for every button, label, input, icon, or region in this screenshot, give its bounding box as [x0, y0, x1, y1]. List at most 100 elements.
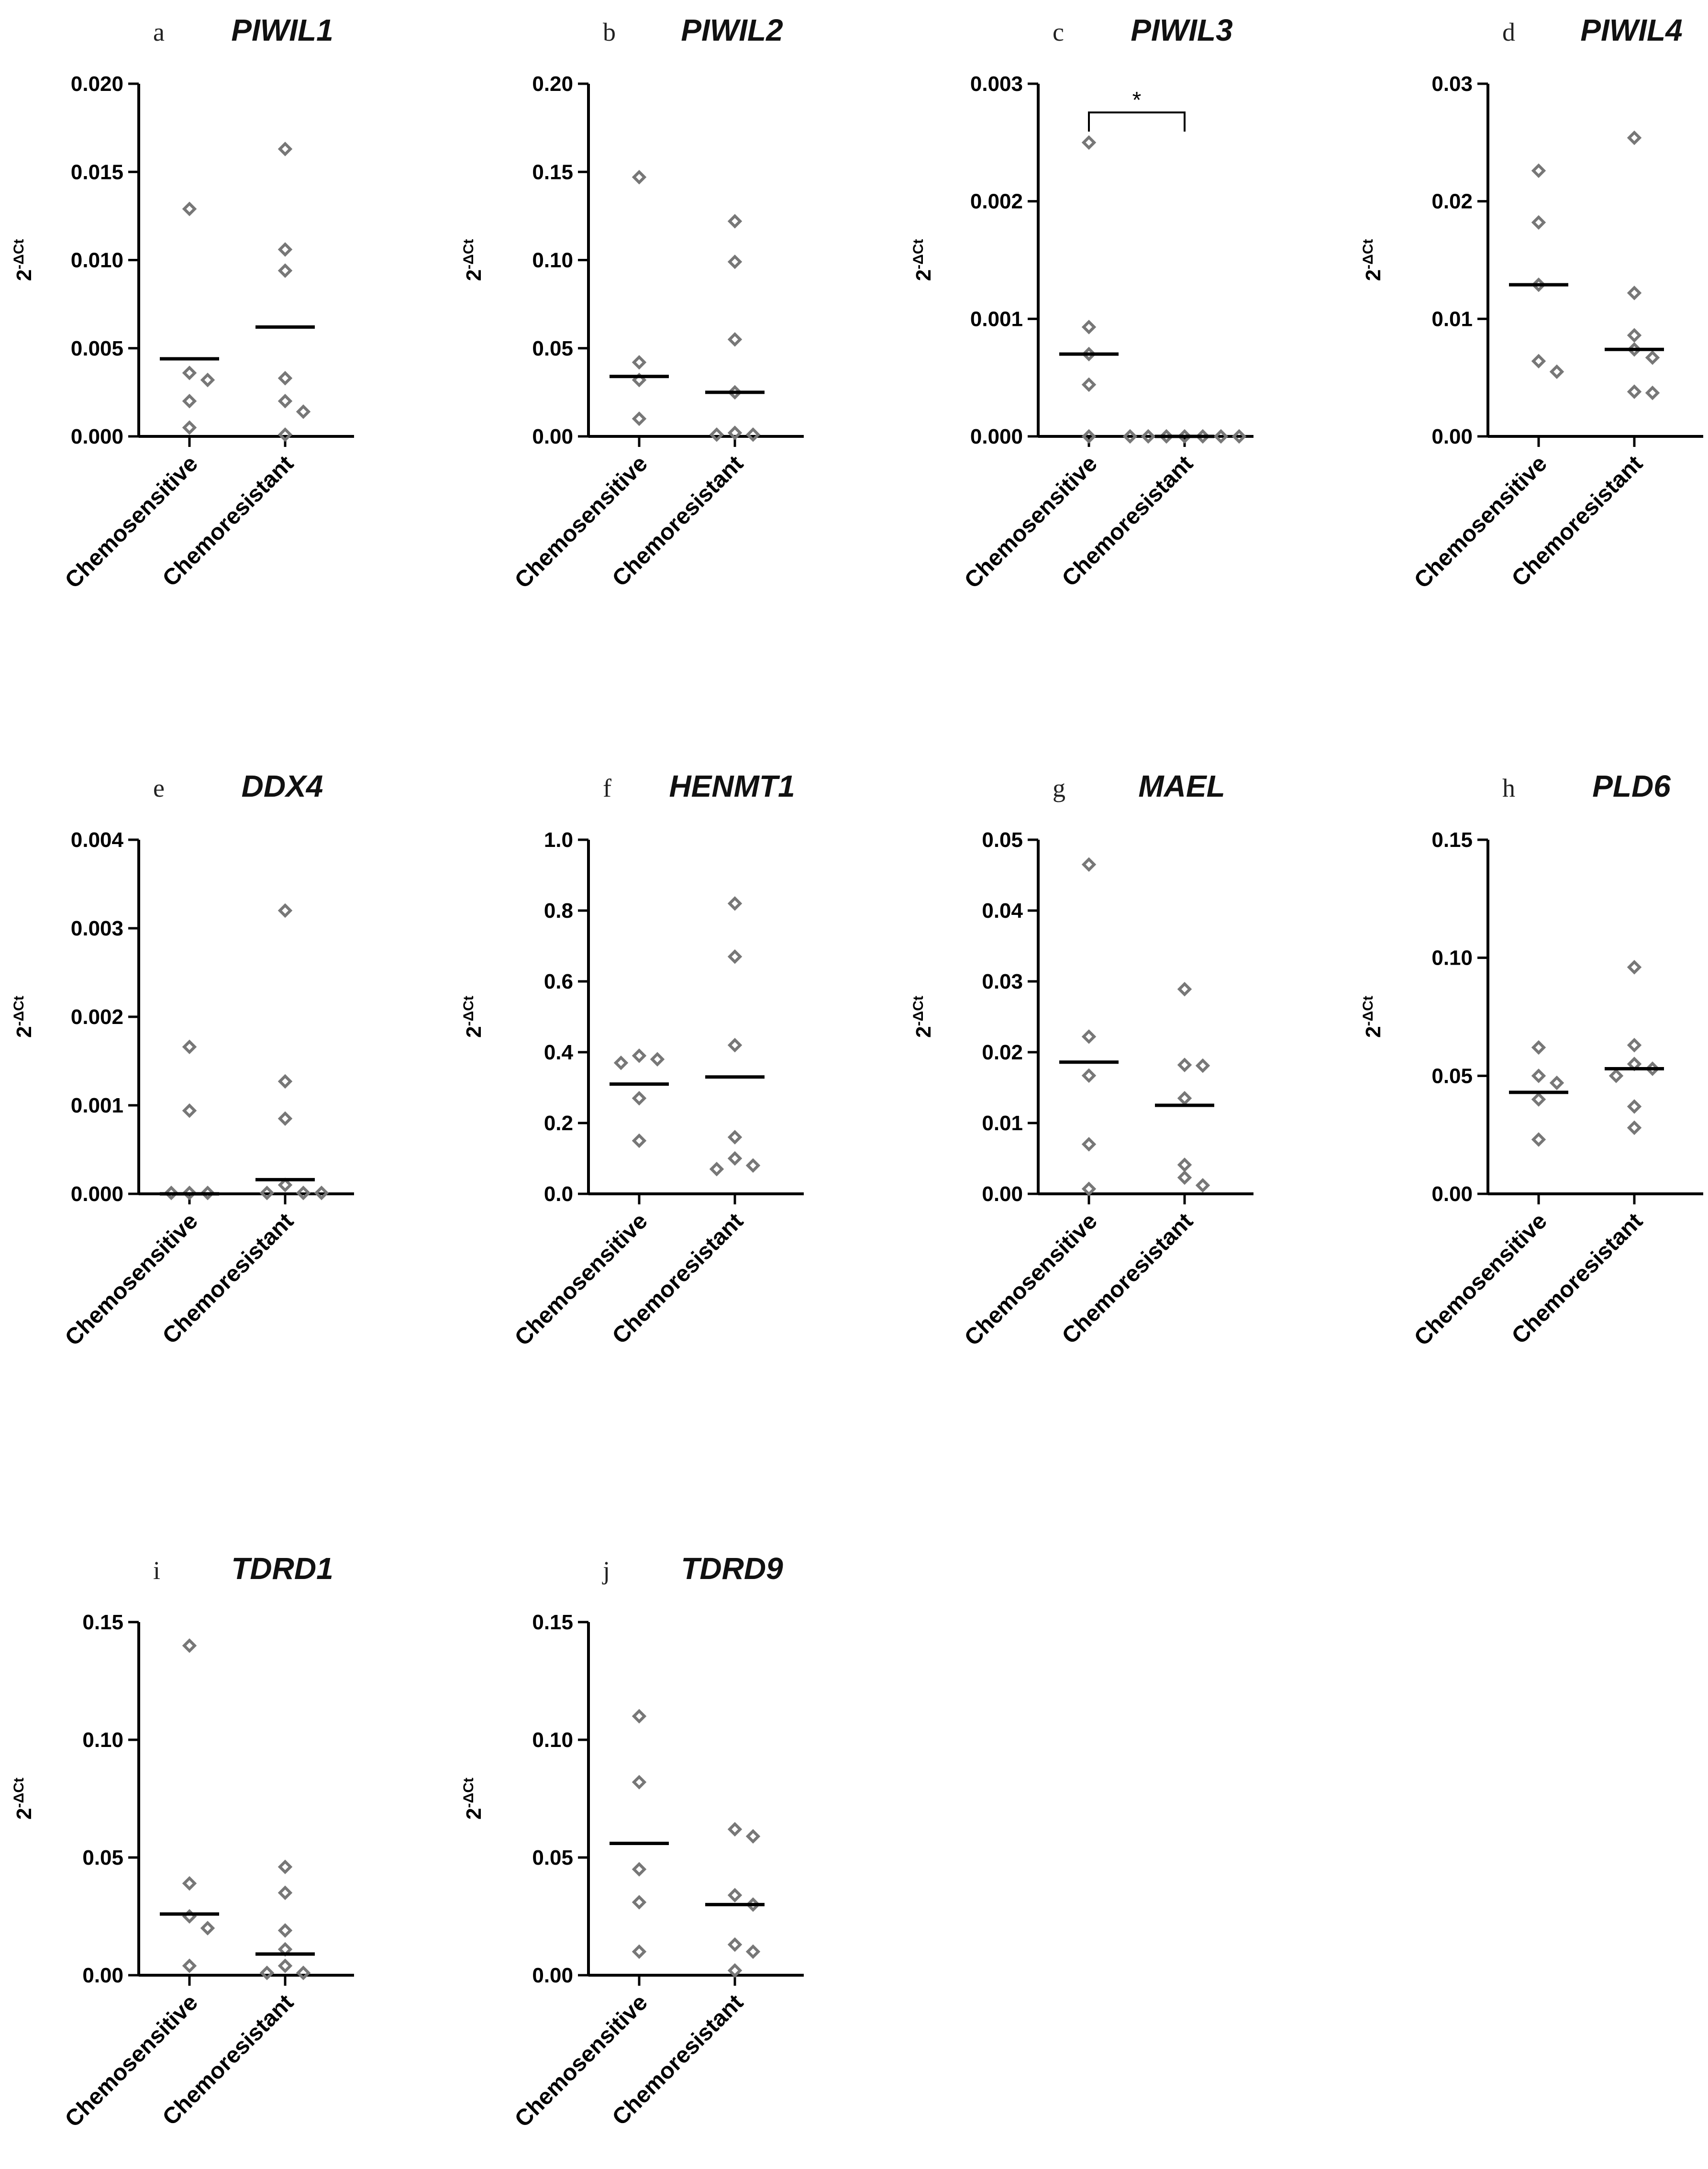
panel-letter: d — [1502, 18, 1515, 46]
data-point — [277, 142, 293, 156]
y-tick-label: 0.15 — [532, 1611, 573, 1634]
y-axis-label-base: 2 — [12, 1026, 36, 1037]
data-point — [1081, 135, 1097, 150]
data-point — [632, 372, 647, 388]
data-point — [1195, 1178, 1210, 1193]
y-axis-label: 2-ΔCt — [910, 996, 935, 1038]
significance-bracket — [1088, 111, 1186, 132]
data-point — [1627, 1099, 1642, 1114]
y-tick-label: 0.05 — [1431, 1064, 1473, 1088]
y-tick-label: 0.00 — [982, 1182, 1023, 1206]
panel-e: e DDX42-ΔCt0.0000.0010.0020.0030.004Chemo… — [11, 769, 354, 1351]
y-tick-label: 0.004 — [71, 828, 124, 852]
data-point — [1608, 1068, 1624, 1083]
data-point — [1213, 429, 1229, 444]
data-point — [1122, 429, 1138, 444]
y-tick-label: 1.0 — [544, 828, 573, 852]
data-point — [1627, 384, 1642, 399]
data-point — [709, 427, 724, 442]
gene-title: TDRD9 — [681, 1551, 783, 1586]
y-tick-label: 0.2 — [544, 1112, 573, 1135]
data-point — [1627, 960, 1642, 975]
data-point — [1531, 277, 1546, 292]
y-axis-label-sup: -ΔCt — [11, 1778, 27, 1808]
data-point — [277, 1885, 293, 1901]
data-point — [1141, 429, 1156, 444]
data-point — [182, 420, 197, 435]
panel-h: h PLD62-ΔCt0.000.050.100.15Chemosensitive… — [1360, 769, 1703, 1351]
panel-letter: e — [153, 774, 165, 802]
data-point — [727, 425, 743, 440]
data-point — [745, 1158, 761, 1173]
data-point — [277, 427, 293, 442]
data-point — [632, 1048, 647, 1063]
data-point — [1531, 1132, 1546, 1147]
gene-title: PIWIL4 — [1580, 13, 1682, 47]
data-point — [182, 201, 197, 216]
y-tick-label: 0.00 — [532, 1964, 573, 1987]
y-tick-label: 0.01 — [1431, 307, 1473, 331]
y-tick-label: 0.4 — [544, 1041, 574, 1064]
data-point — [200, 1921, 215, 1935]
y-tick-label: 0.8 — [544, 899, 573, 923]
gene-title: TDRD1 — [231, 1551, 333, 1586]
data-point — [182, 1958, 197, 1973]
data-point — [1627, 130, 1642, 145]
data-point — [745, 1944, 761, 1959]
data-point — [727, 949, 743, 964]
y-axis-label-sup: -ΔCt — [910, 996, 926, 1026]
data-point — [613, 1055, 629, 1070]
data-point — [1081, 857, 1097, 872]
y-tick-label: 0.003 — [71, 917, 123, 940]
data-point — [632, 1709, 647, 1724]
y-tick-label: 0.10 — [532, 249, 573, 272]
y-axis-label-base: 2 — [12, 1808, 36, 1819]
panel-f: f HENMT12-ΔCt0.00.20.40.60.81.0Chemosensi… — [461, 769, 804, 1351]
y-axis-label-sup: -ΔCt — [461, 1778, 477, 1808]
panel-letter: c — [1053, 18, 1064, 46]
data-point — [1531, 163, 1546, 178]
y-tick-label: 0.000 — [71, 425, 123, 448]
data-point — [745, 1897, 761, 1912]
y-tick-label: 0.04 — [982, 899, 1023, 923]
data-point — [1081, 1029, 1097, 1044]
data-point — [1081, 429, 1097, 444]
data-point — [1531, 354, 1546, 369]
panel-c: c PIWIL32-ΔCt0.0000.0010.0020.003Chemosen… — [910, 13, 1253, 593]
gene-title: HENMT1 — [669, 769, 795, 803]
y-tick-label: 0.002 — [970, 190, 1023, 213]
data-point — [1645, 385, 1660, 400]
data-point — [1627, 328, 1642, 343]
y-axis-label-sup: -ΔCt — [11, 239, 27, 269]
y-axis-label-base: 2 — [912, 1026, 935, 1037]
data-point — [296, 1185, 311, 1201]
y-tick-label: 0.00 — [82, 1964, 123, 1987]
data-point — [727, 385, 743, 400]
data-point — [1645, 350, 1660, 365]
data-point — [1531, 215, 1546, 230]
y-axis-label: 2-ΔCt — [910, 239, 935, 281]
y-tick-label: 0.01 — [982, 1112, 1023, 1135]
data-point — [182, 366, 197, 380]
data-point — [182, 1039, 197, 1055]
y-tick-label: 0.002 — [71, 1005, 123, 1029]
y-tick-label: 0.10 — [1431, 946, 1473, 970]
y-tick-label: 0.00 — [1431, 425, 1473, 448]
panel-i: i TDRD12-ΔCt0.000.050.100.15Chemosensitiv… — [11, 1551, 354, 2132]
y-tick-label: 0.05 — [532, 1846, 573, 1869]
data-point — [1081, 320, 1097, 334]
data-point — [1177, 1170, 1192, 1185]
data-point — [277, 394, 293, 409]
data-point — [1177, 1057, 1192, 1072]
panel-d: d PIWIL42-ΔCt0.000.010.020.03Chemosensiti… — [1360, 13, 1703, 593]
y-axis-label: 2-ΔCt — [11, 996, 36, 1038]
significance-marker: * — [1132, 88, 1142, 113]
data-point — [1081, 377, 1097, 392]
y-axis-label-base: 2 — [12, 269, 36, 281]
data-point — [1081, 1137, 1097, 1152]
gene-title: MAEL — [1138, 769, 1225, 803]
y-tick-label: 0.10 — [532, 1728, 573, 1752]
y-tick-label: 0.05 — [532, 337, 573, 360]
data-point — [727, 1130, 743, 1145]
